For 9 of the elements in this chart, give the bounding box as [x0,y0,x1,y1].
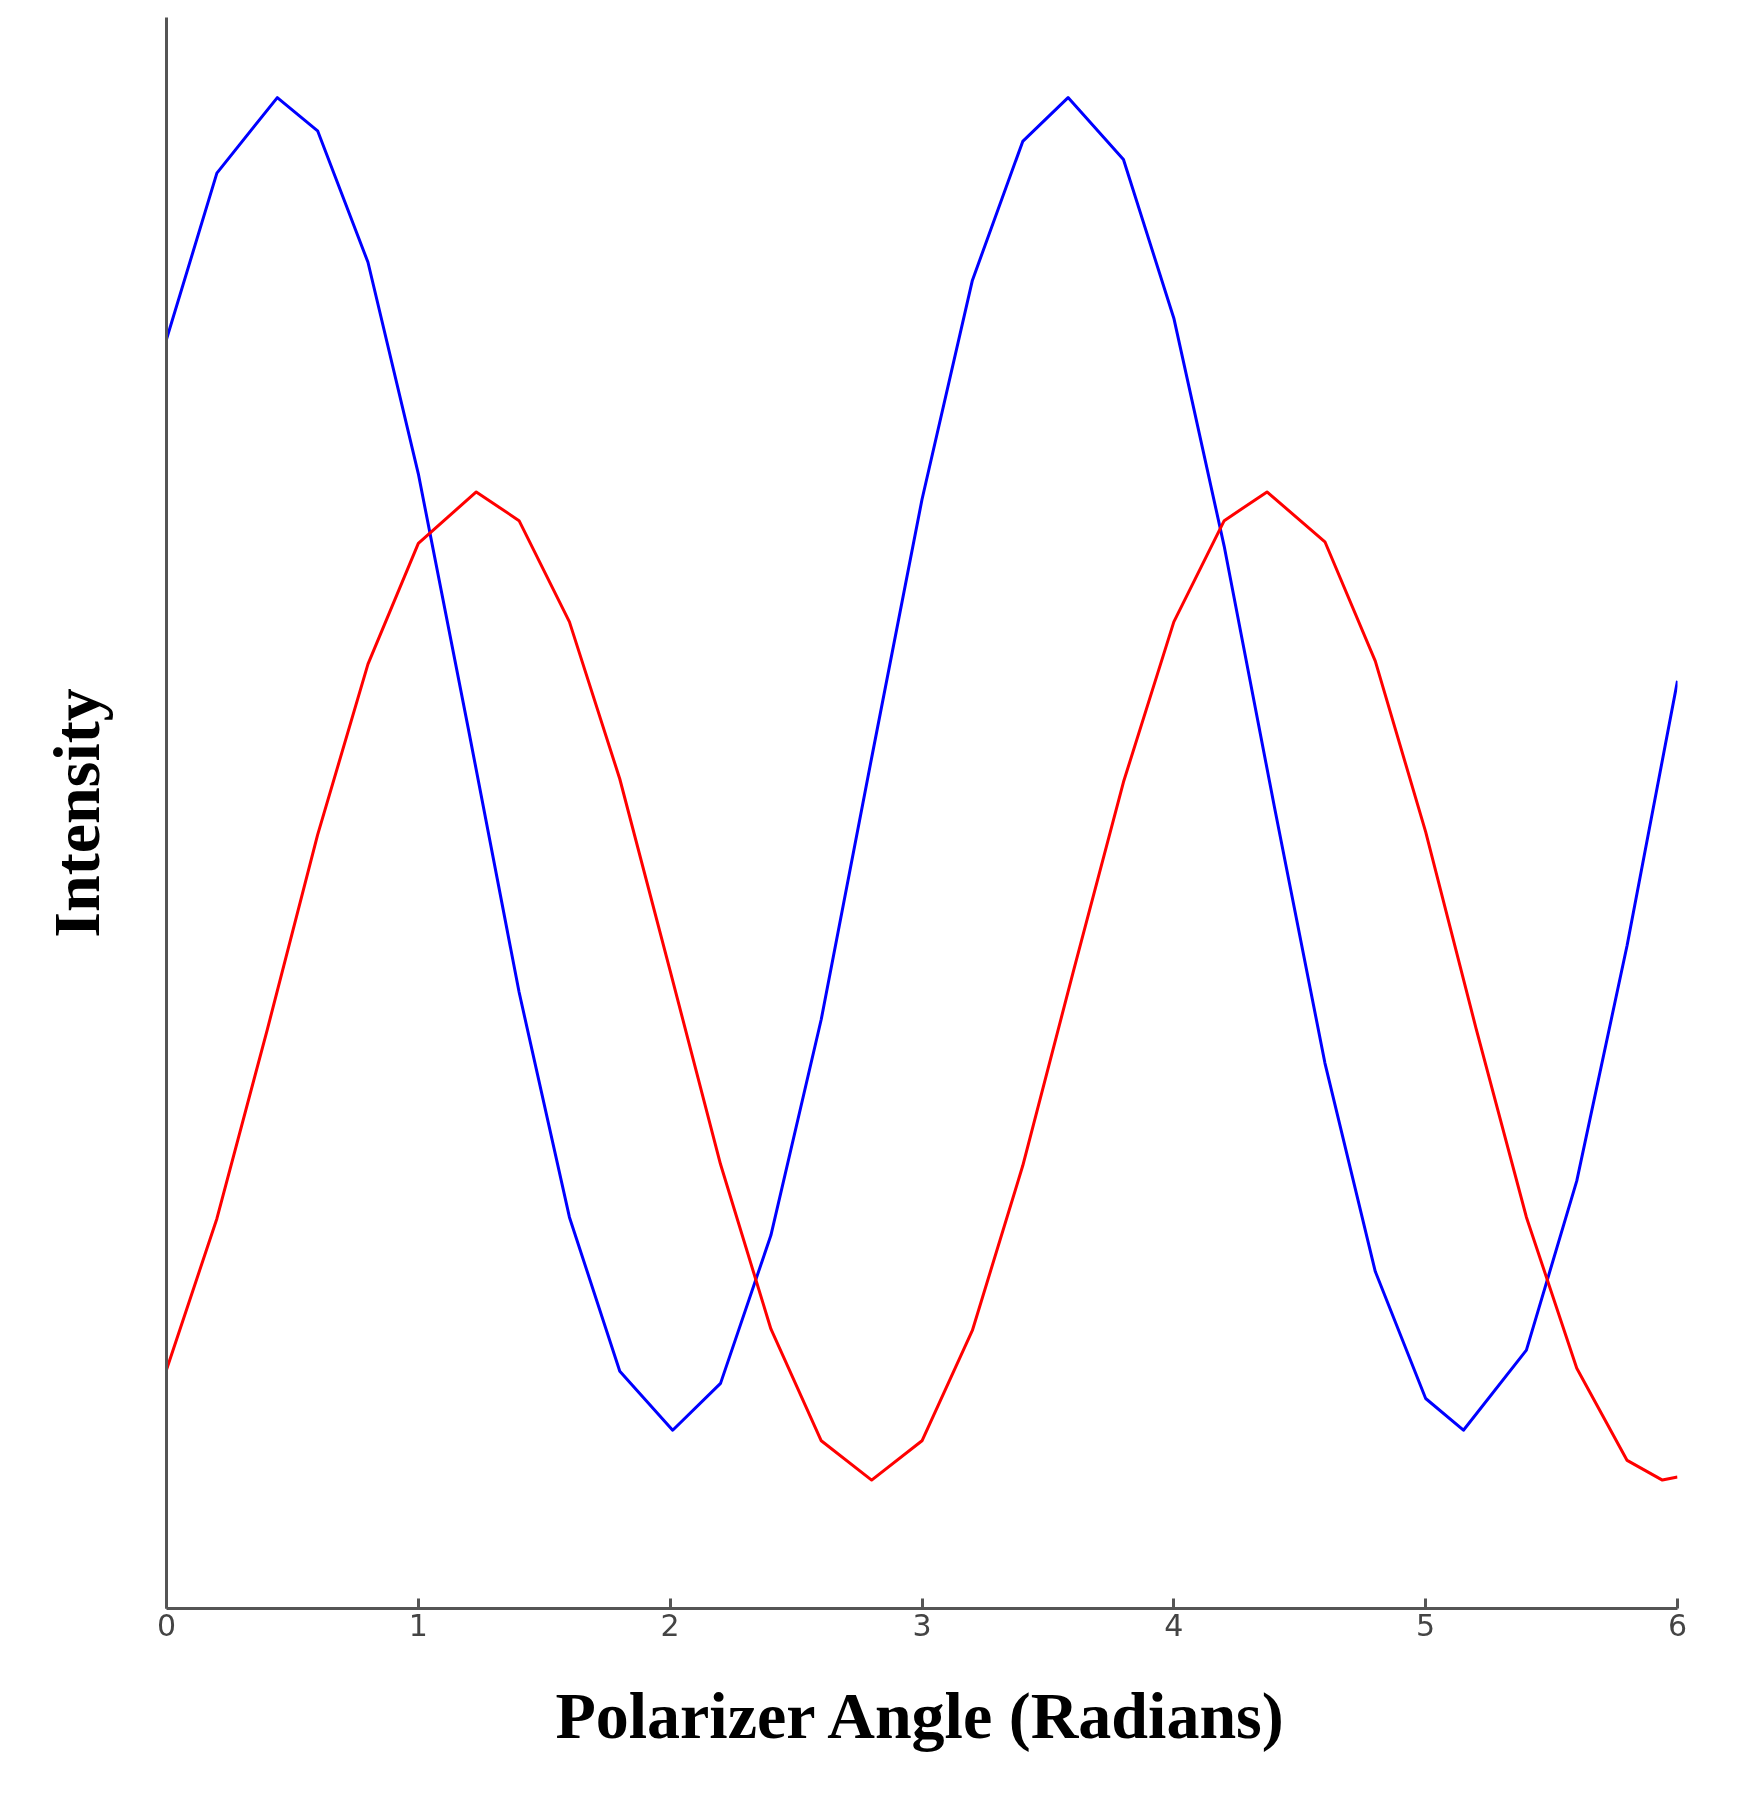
x-tick-label: 0 [156,1607,177,1643]
x-tick-label: 1 [408,1607,428,1643]
x-tick-label: 2 [660,1607,680,1643]
x-tick-label: 6 [1667,1607,1688,1643]
x-tick-label: 5 [1416,1607,1436,1643]
y-axis-title: Intensity [39,688,113,938]
x-tick-label: 4 [1164,1607,1184,1643]
x-axis-title: Polarizer Angle (Radians) [555,1678,1284,1753]
x-tick-label: 3 [912,1607,932,1643]
